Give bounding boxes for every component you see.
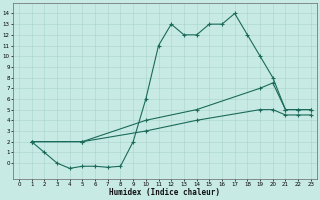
- X-axis label: Humidex (Indice chaleur): Humidex (Indice chaleur): [109, 188, 220, 197]
